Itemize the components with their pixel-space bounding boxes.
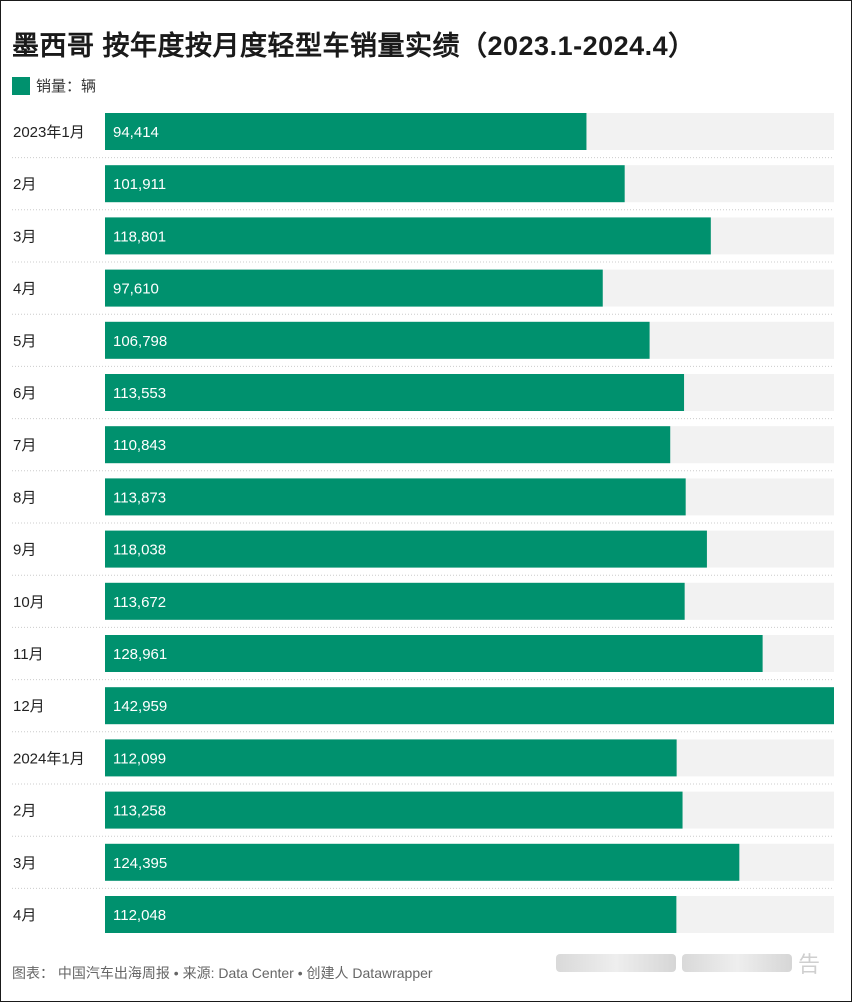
category-label: 10月 [13,594,45,611]
value-label: 128,961 [113,646,167,663]
value-label: 94,414 [113,124,159,141]
watermark-text: 告 [797,952,830,977]
bar [105,426,671,464]
value-label: 112,099 [113,750,166,767]
bar [105,217,711,255]
bar [105,843,740,881]
value-label: 113,258 [113,803,166,820]
value-label: 118,038 [113,542,166,559]
value-label: 113,672 [113,594,166,611]
category-label: 6月 [13,385,36,402]
bar [105,530,707,568]
bar [105,113,587,150]
category-label: 5月 [13,333,36,350]
value-label: 124,395 [113,855,167,872]
bar [105,165,625,203]
watermark: 告 [540,950,830,977]
bar [105,635,763,672]
value-label: 97,610 [113,281,159,298]
bar [105,269,603,307]
value-label: 113,873 [113,489,166,506]
category-label: 4月 [13,907,36,924]
legend: 销量：辆 [12,75,96,96]
value-label: 113,553 [113,385,166,402]
bar [105,582,685,620]
legend-swatch [12,76,30,95]
category-label: 2024年1月 [13,750,85,767]
bar [105,478,686,516]
category-label: 9月 [13,542,36,559]
bar [105,687,834,725]
value-label: 106,798 [113,333,167,350]
watermark-blur-left [555,954,676,972]
category-label: 4月 [13,281,36,298]
bar [105,896,677,933]
category-label: 2023年1月 [13,124,85,141]
bar [105,321,650,359]
category-label: 8月 [13,489,36,506]
category-label: 2月 [13,803,36,820]
category-label: 7月 [13,437,36,454]
category-label: 12月 [13,698,45,715]
watermark-blur-right [681,954,792,972]
category-label: 3月 [13,855,36,872]
chart-title: 墨西哥 按年度按月度轻型车销量实绩（2023.1-2024.4） [12,31,696,61]
value-label: 110,843 [113,437,166,454]
bar [105,374,685,411]
category-label: 2月 [13,176,36,193]
bar [105,791,683,829]
footer-credits: 图表： 中国汽车出海周报 • 来源: Data Center • 创建人 Dat… [12,965,433,981]
category-label: 3月 [13,228,36,245]
legend-label: 销量：辆 [36,78,97,95]
value-label: 142,959 [113,698,167,715]
value-label: 101,911 [113,176,166,193]
bar [105,739,677,777]
value-label: 118,801 [113,228,166,245]
value-label: 112,048 [113,907,166,924]
category-label: 11月 [13,646,44,663]
